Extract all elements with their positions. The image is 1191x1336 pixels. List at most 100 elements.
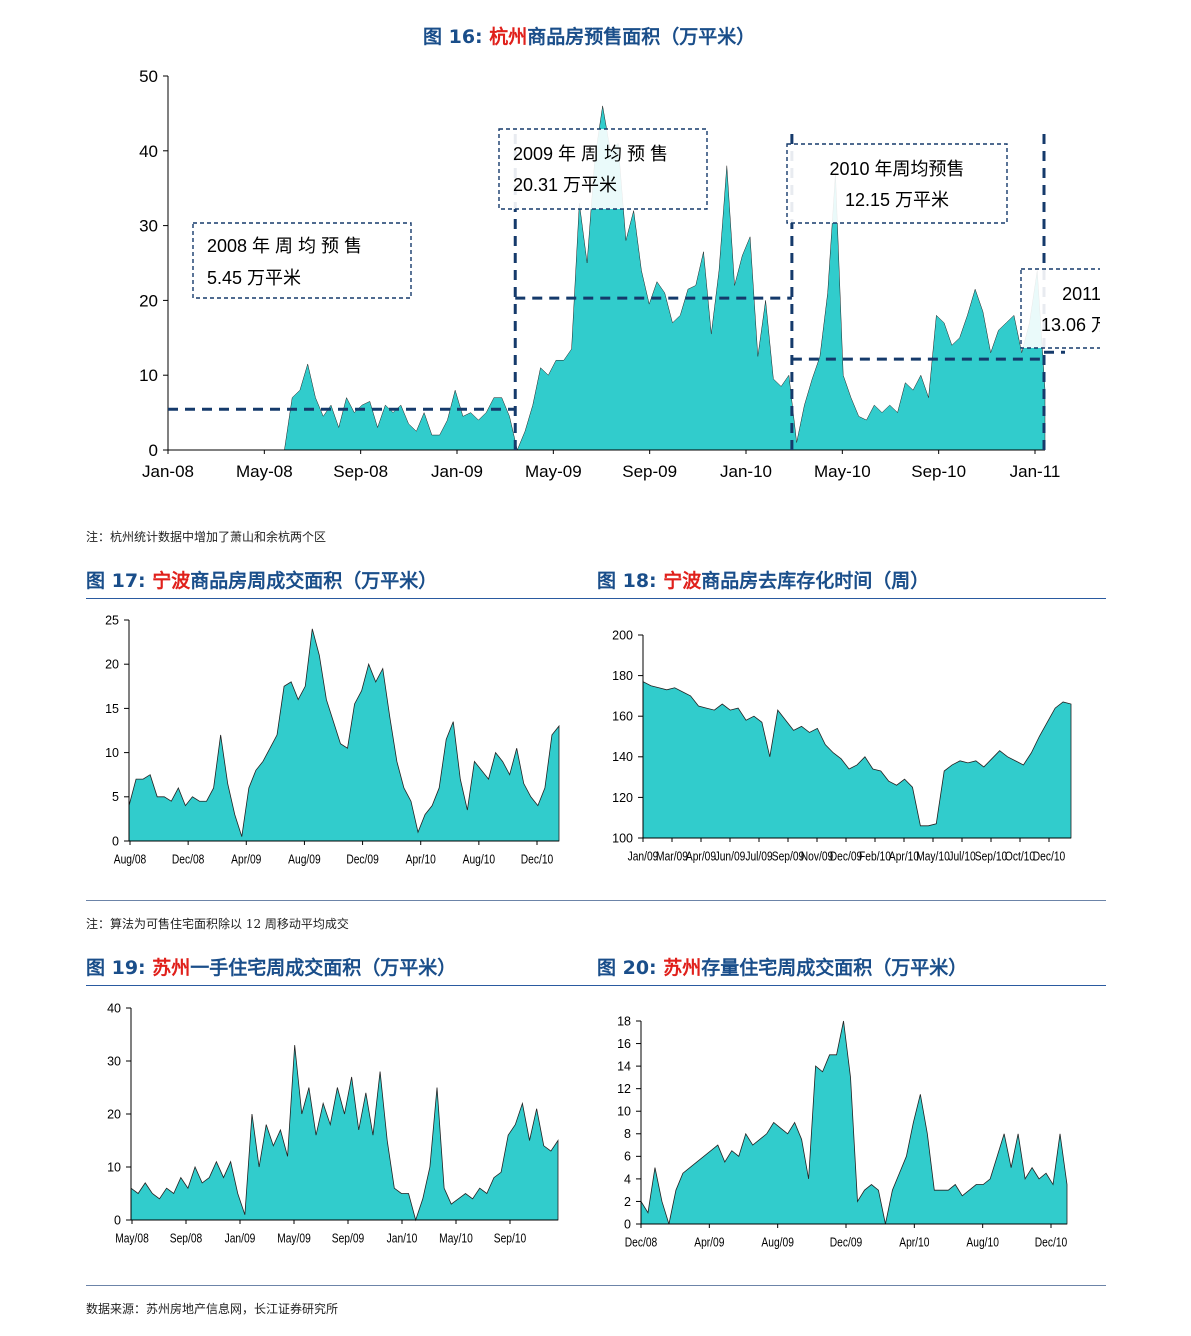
fig20-y-tick-label: 0 <box>624 1217 631 1231</box>
fig17-x-tick-label: Dec/09 <box>346 854 378 867</box>
fig18-x-tick-label: Jul/09 <box>745 851 772 864</box>
fig17-y-tick-label: 5 <box>112 790 119 804</box>
fig18-x-tick-label: Sep/09 <box>772 851 804 864</box>
fig19-chart: 0 10 20 30 40 May/08 Sep/08 Jan/09 May/09 Sep/09 J… <box>107 1001 559 1246</box>
fig16-note: 注：杭州统计数据中增加了萧山和余杭两个区 <box>86 530 327 544</box>
fig17-y-tick-label: 0 <box>112 834 119 848</box>
annotation-label: 2010 年周均预售 <box>829 159 964 179</box>
fig20-chart: 0 2 4 6 8 10 12 14 16 18 Dec/08 Apr/09 Aug/09 Dec/09 A… <box>617 1014 1068 1250</box>
fig19-x-tick-label: Jan/10 <box>387 1233 418 1246</box>
annotation-box <box>786 143 1008 224</box>
fig20-label: 图 20: <box>597 957 657 979</box>
fig20-y-tick-label: 14 <box>617 1059 631 1073</box>
fig17-x-tick-label: Apr/10 <box>406 854 436 867</box>
fig17-y-tick-label: 20 <box>105 658 119 672</box>
fig19-series-area <box>130 1045 559 1222</box>
fig17-chart: 0 5 10 15 20 25 Aug/08 Dec/08 Apr/09 Aug/09 Dec/09… <box>105 613 560 867</box>
fig19-x-tick-label: Sep/08 <box>170 1233 202 1246</box>
fig19-y-tick-label: 30 <box>107 1054 121 1068</box>
fig20-city: 苏州 <box>663 957 702 979</box>
fig20-title: 图 20: 苏州存量住宅周成交面积（万平米） <box>597 953 967 980</box>
fig18-y-tick-label: 200 <box>612 628 633 642</box>
annotation-box <box>1020 268 1100 349</box>
fig18-y-tick-label: 140 <box>612 750 633 764</box>
fig16-chart: 0 10 20 30 40 50 Jan-08 May-08 Sep-08 Jan-09 May-0… <box>139 67 1100 481</box>
fig18-x-tick-label: Nov/09 <box>801 851 833 864</box>
annotation-value: 12.15 万平米 <box>845 190 949 210</box>
fig19-x-tick-label: Sep/09 <box>332 1233 364 1246</box>
fig17-y-tick-label: 10 <box>105 746 119 760</box>
fig19-x-tick-label: May/10 <box>439 1233 473 1246</box>
fig18-x-tick-label: Apr/10 <box>889 851 919 864</box>
fig19-y-tick-label: 40 <box>107 1001 121 1015</box>
fig19-title-rule <box>86 985 1106 986</box>
fig16-x-tick-label: Sep-08 <box>333 462 388 481</box>
fig16-x-tick-label: Sep-10 <box>911 462 966 481</box>
annotation-label: 2008 年 周 均 预 售 <box>207 236 362 256</box>
fig20-x-tick-label: Aug/09 <box>761 1237 793 1250</box>
fig20-y-tick-label: 4 <box>624 1172 631 1186</box>
fig18-title-rest: 商品房去库存化时间（周） <box>701 570 930 592</box>
fig18-x-tick-label: Sep/10 <box>975 851 1007 864</box>
fig19-y-tick-label: 0 <box>114 1213 121 1227</box>
fig16-x-tick-label: Sep-09 <box>622 462 677 481</box>
annotation-box <box>498 128 708 210</box>
fig19-x-tick-label: May/08 <box>115 1233 149 1246</box>
fig16-x-tick-label: May-10 <box>814 462 871 481</box>
fig18-label: 图 18: <box>597 570 657 592</box>
fig17-title: 图 17: 宁波商品房周成交面积（万平米） <box>86 566 437 593</box>
fig17-x-tick-label: Dec/10 <box>521 854 553 867</box>
fig20-x-tick-label: Apr/09 <box>694 1237 724 1250</box>
fig19-y-tick-label: 20 <box>107 1107 121 1121</box>
fig20-x-tick-label: Apr/10 <box>899 1237 929 1250</box>
source-note: 数据来源：苏州房地产信息网，长江证券研究所 <box>86 1302 339 1316</box>
fig19-title-rest: 一手住宅周成交面积（万平米） <box>190 957 457 979</box>
fig18-title: 图 18: 宁波商品房去库存化时间（周） <box>597 566 929 593</box>
fig17-x-tick-label: Aug/09 <box>288 854 320 867</box>
annotation-value: 5.45 万平米 <box>207 268 301 288</box>
fig20-x-tick-label: Dec/10 <box>1035 1237 1067 1250</box>
fig16-y-tick-label: 0 <box>149 441 158 460</box>
fig18-x-tick-label: Dec/10 <box>1033 851 1065 864</box>
fig18-city: 宁波 <box>663 570 702 592</box>
fig17-x-tick-label: Dec/08 <box>172 854 204 867</box>
fig18-x-tick-label: May/10 <box>916 851 950 864</box>
fig16-y-tick-label: 40 <box>139 142 158 161</box>
fig19-city: 苏州 <box>152 957 191 979</box>
fig19-title: 图 19: 苏州一手住宅周成交面积（万平米） <box>86 953 456 980</box>
fig18-y-tick-label: 160 <box>612 710 633 724</box>
fig17-series-area <box>128 628 560 842</box>
fig16-y-tick-label: 50 <box>139 67 158 86</box>
fig20-y-tick-label: 18 <box>617 1014 631 1028</box>
fig17-y-tick-label: 25 <box>105 613 119 627</box>
fig20-x-tick-label: Dec/09 <box>830 1237 862 1250</box>
fig20-y-tick-label: 8 <box>624 1127 631 1141</box>
fig17-bottom-rule <box>86 900 1106 901</box>
fig18-y-tick-label: 100 <box>612 831 633 845</box>
fig20-title-rest: 存量住宅周成交面积（万平米） <box>701 957 968 979</box>
annotation-label: 2009 年 周 均 预 售 <box>513 144 668 164</box>
fig18-x-tick-label: Dec/09 <box>830 851 862 864</box>
fig16-label: 图 16: <box>423 26 483 48</box>
fig18-chart: 100 120 140 160 180 200 Jan/09Mar/09Apr/09Jun/… <box>612 628 1072 864</box>
fig20-x-tick-label: Aug/10 <box>966 1237 998 1250</box>
fig17-x-tick-label: Aug/10 <box>463 854 495 867</box>
fig20-y-tick-label: 16 <box>617 1037 631 1051</box>
fig16-x-tick-label: Jan-10 <box>720 462 772 481</box>
fig17-city: 宁波 <box>152 570 191 592</box>
fig17-y-tick-label: 15 <box>105 702 119 716</box>
fig19-x-tick-label: Jan/09 <box>225 1233 256 1246</box>
fig17-label: 图 17: <box>86 570 146 592</box>
fig18-series-area <box>642 681 1072 839</box>
fig16-x-tick-label: Jan-11 <box>1010 462 1061 481</box>
fig16-y-tick-label: 30 <box>139 217 158 236</box>
fig20-series-area <box>640 1020 1068 1225</box>
fig16-x-tick-label: Jan-08 <box>142 462 194 481</box>
fig16-title: 图 16: 杭州商品房预售面积（万平米） <box>423 22 755 49</box>
fig17-x-tick-label: Aug/08 <box>114 854 146 867</box>
fig18-x-tick-label: Apr/09 <box>686 851 716 864</box>
fig19-x-tick-label: May/09 <box>277 1233 311 1246</box>
fig18-x-tick-label: Jul/10 <box>948 851 975 864</box>
fig20-y-tick-label: 2 <box>624 1195 631 1209</box>
annotation-value: 13.06 万平米 <box>1041 315 1100 335</box>
